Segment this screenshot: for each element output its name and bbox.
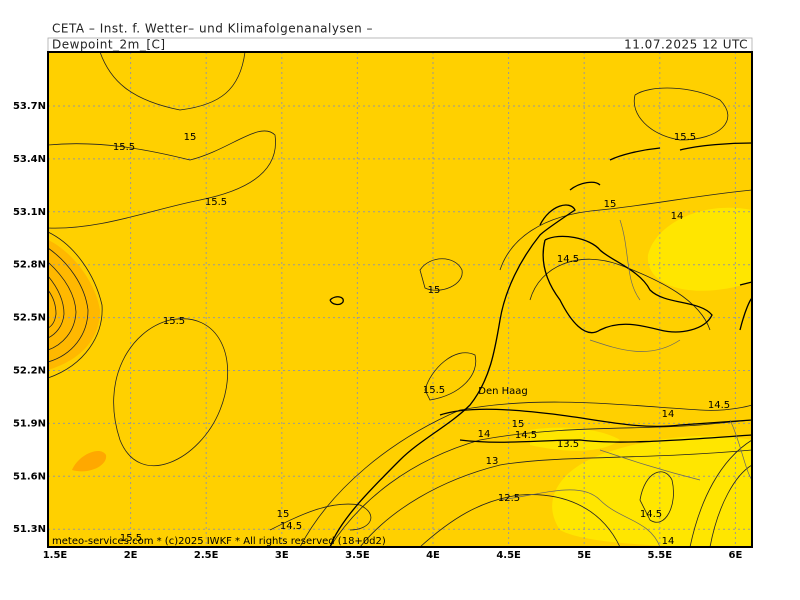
- x-tick-label: 5E: [577, 550, 591, 561]
- y-tick-label: 53.4N: [13, 154, 46, 165]
- labels: 1.5E 2E 2.5E 3E 3.5E 4E 4.5E 5E 5.5E 6E 53.7N 53.4N…: [13, 101, 743, 561]
- coastline: [329, 142, 753, 548]
- map-frame: [47, 51, 753, 548]
- contour-label: 12.5: [498, 493, 520, 504]
- contours: [47, 51, 753, 548]
- y-tick-label: 53.1N: [13, 207, 46, 218]
- contour-label: 13: [486, 456, 499, 467]
- contour-label: 14.5: [557, 254, 579, 265]
- y-tick-label: 53.7N: [13, 101, 46, 112]
- contour-label: 15.5: [423, 385, 445, 396]
- darker-region: [48, 240, 100, 370]
- contour-label: 15: [428, 285, 441, 296]
- x-tick-label: 3.5E: [345, 550, 370, 561]
- contour-label: 15.5: [205, 197, 227, 208]
- borders: [499, 219, 753, 548]
- x-tick-label: 3E: [275, 550, 289, 561]
- light-region: [552, 435, 752, 547]
- contour-label: 15: [512, 419, 525, 430]
- darker-region: [72, 450, 107, 472]
- grid: [48, 52, 752, 547]
- y-tick-label: 52.2N: [13, 366, 46, 377]
- contour-label: 14: [671, 211, 684, 222]
- contour-label: 14.5: [515, 430, 537, 441]
- y-tick-label: 52.5N: [13, 313, 46, 324]
- contour-label: 15.5: [163, 316, 185, 327]
- contour-label: 15.5: [674, 132, 696, 143]
- contour-label: 14: [478, 429, 491, 440]
- contour-label: 15: [277, 509, 290, 520]
- contour-label: 15.5: [113, 142, 135, 153]
- valid-time: 11.07.2025 12 UTC: [624, 38, 748, 52]
- map-area: meteo-services.com * (c)2025 IWKF * All …: [47, 51, 753, 548]
- light-region: [530, 427, 620, 451]
- y-tick-label: 52.8N: [13, 260, 46, 271]
- x-tick-label: 6E: [729, 550, 743, 561]
- x-tick-label: 4.5E: [496, 550, 521, 561]
- x-tick-label: 2E: [124, 550, 138, 561]
- x-tick-label: 4E: [426, 550, 440, 561]
- x-tick-label: 1.5E: [43, 550, 68, 561]
- footer-credit: meteo-services.com * (c)2025 IWKF * All …: [52, 536, 386, 547]
- y-tick-label: 51.9N: [13, 418, 46, 429]
- contour-label: 14.5: [708, 400, 730, 411]
- light-region: [647, 207, 752, 291]
- field-title: Dewpoint_2m_[C]: [52, 38, 166, 52]
- contour-label: 14: [662, 536, 675, 547]
- institute-title: CETA – Inst. f. Wetter– und Klimafolgena…: [52, 22, 373, 36]
- contour-label: 15: [184, 132, 197, 143]
- contour-label: 14.5: [640, 509, 662, 520]
- y-tick-label: 51.3N: [13, 524, 46, 535]
- y-tick-label: 51.6N: [13, 471, 46, 482]
- place-label: Den Haag: [478, 386, 528, 397]
- contour-label: 15: [604, 199, 617, 210]
- x-tick-label: 2.5E: [194, 550, 219, 561]
- contour-label: 15.5: [120, 533, 142, 544]
- contour-label: 14.5: [280, 521, 302, 532]
- contour-label: 14: [662, 409, 675, 420]
- x-tick-label: 5.5E: [648, 550, 673, 561]
- contour-label: 13.5: [557, 439, 579, 450]
